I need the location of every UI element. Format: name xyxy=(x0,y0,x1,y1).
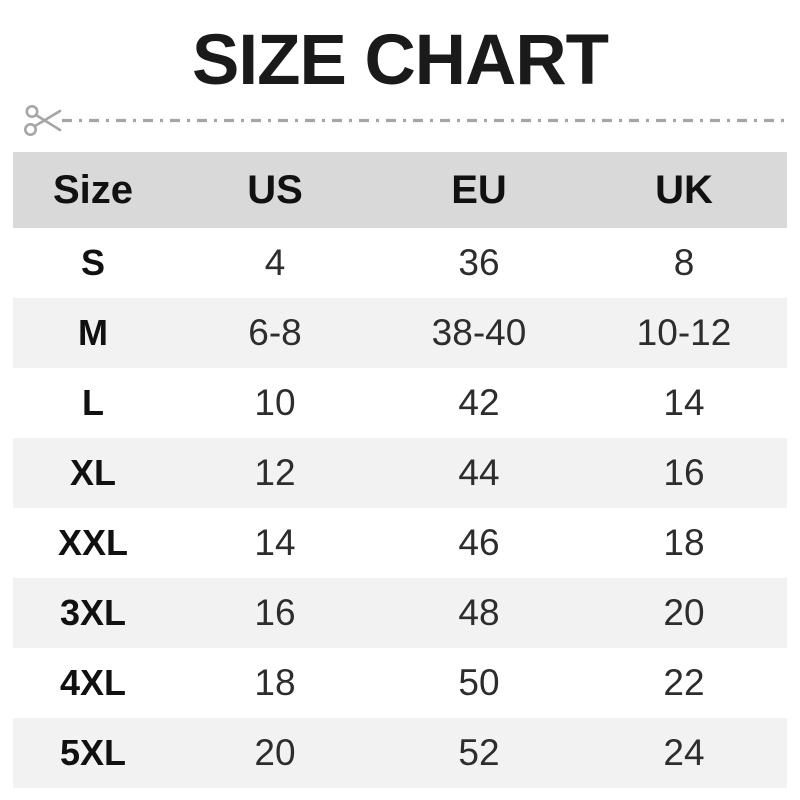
table-row: 4XL 18 50 22 xyxy=(13,648,787,718)
uk-cell: 24 xyxy=(663,732,705,773)
eu-cell: 46 xyxy=(458,522,500,563)
table-row: XL 12 44 16 xyxy=(13,438,787,508)
uk-cell: 16 xyxy=(663,452,705,493)
eu-cell: 50 xyxy=(458,662,500,703)
us-cell: 14 xyxy=(254,522,296,563)
us-cell: 12 xyxy=(254,452,296,493)
header-uk: UK xyxy=(655,167,713,212)
eu-cell: 48 xyxy=(458,592,500,633)
uk-cell: 10-12 xyxy=(636,312,732,353)
uk-cell: 22 xyxy=(663,662,705,703)
us-cell: 4 xyxy=(264,242,286,283)
table-row: S 4 36 8 xyxy=(13,228,787,298)
scissors-icon xyxy=(24,105,62,136)
us-cell: 6-8 xyxy=(248,312,302,353)
uk-cell: 18 xyxy=(663,522,705,563)
uk-cell: 20 xyxy=(663,592,705,633)
eu-cell: 44 xyxy=(458,452,500,493)
uk-cell: 14 xyxy=(663,382,705,423)
table-row: 3XL 16 48 20 xyxy=(13,578,787,648)
size-table: Size US EU UK S 4 36 8 M 6-8 38-40 10-12… xyxy=(13,152,787,788)
header-size: Size xyxy=(52,167,134,212)
cut-line xyxy=(0,100,800,142)
size-cell: XXL xyxy=(57,522,128,563)
us-cell: 10 xyxy=(254,382,296,423)
us-cell: 16 xyxy=(254,592,296,633)
eu-cell: 36 xyxy=(458,242,500,283)
dashed-cut-line xyxy=(62,118,790,123)
us-cell: 20 xyxy=(254,732,296,773)
table-row: 5XL 20 52 24 xyxy=(13,718,787,788)
size-cell: L xyxy=(82,382,104,423)
size-cell: 4XL xyxy=(59,662,127,703)
eu-cell: 52 xyxy=(458,732,500,773)
table-header-row: Size US EU UK xyxy=(13,152,787,228)
table-row: XXL 14 46 18 xyxy=(13,508,787,578)
header-us: US xyxy=(247,167,303,212)
page-title: SIZE CHART xyxy=(192,20,609,100)
eu-cell: 38-40 xyxy=(431,312,527,353)
size-cell: S xyxy=(80,242,105,283)
table-row: L 10 42 14 xyxy=(13,368,787,438)
header-eu: EU xyxy=(451,167,507,212)
uk-cell: 8 xyxy=(673,242,695,283)
us-cell: 18 xyxy=(254,662,296,703)
size-cell: M xyxy=(78,312,108,353)
size-cell: 5XL xyxy=(59,732,127,773)
table-row: M 6-8 38-40 10-12 xyxy=(13,298,787,368)
size-cell: XL xyxy=(69,452,116,493)
size-cell: 3XL xyxy=(59,592,127,633)
eu-cell: 42 xyxy=(458,382,500,423)
